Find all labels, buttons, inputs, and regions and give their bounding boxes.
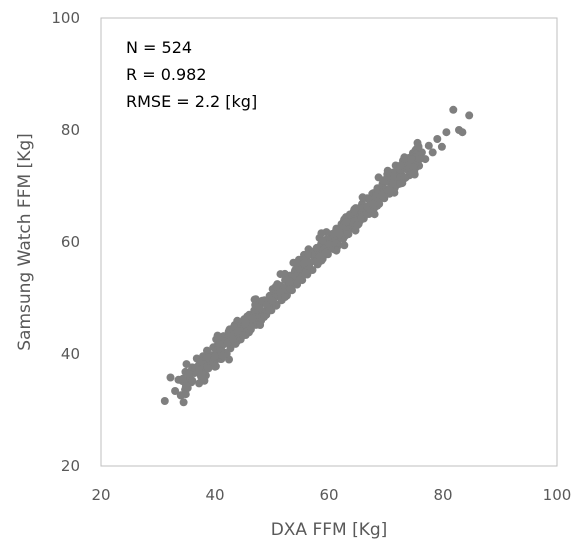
data-point bbox=[433, 135, 442, 143]
data-point bbox=[195, 379, 204, 388]
data-point bbox=[368, 199, 377, 208]
x-tick-label: 20 bbox=[91, 486, 110, 504]
data-point bbox=[241, 319, 250, 328]
data-point bbox=[179, 398, 188, 407]
stat-n: N = 524 bbox=[126, 38, 192, 57]
data-point bbox=[312, 243, 321, 252]
data-point bbox=[317, 229, 326, 238]
data-point bbox=[358, 193, 367, 202]
data-point bbox=[293, 259, 302, 268]
data-point bbox=[458, 128, 467, 137]
data-point bbox=[353, 221, 362, 230]
data-point bbox=[442, 128, 451, 137]
data-point bbox=[449, 105, 458, 114]
data-point bbox=[213, 331, 222, 340]
data-point bbox=[281, 293, 289, 301]
data-point bbox=[428, 148, 437, 157]
data-point bbox=[256, 321, 265, 329]
data-points bbox=[160, 105, 474, 407]
data-point bbox=[251, 300, 260, 309]
data-point bbox=[424, 141, 433, 150]
data-point bbox=[181, 382, 190, 391]
x-tick-label: 100 bbox=[543, 486, 572, 504]
data-point bbox=[414, 142, 423, 151]
data-point bbox=[321, 248, 330, 257]
data-point bbox=[280, 269, 289, 278]
data-point bbox=[370, 210, 379, 219]
data-point bbox=[300, 259, 309, 268]
data-point bbox=[166, 373, 175, 382]
data-point bbox=[409, 163, 418, 172]
data-point bbox=[228, 335, 237, 344]
data-point bbox=[211, 352, 220, 361]
data-point bbox=[265, 306, 274, 315]
data-point bbox=[260, 313, 269, 321]
data-point bbox=[273, 280, 282, 289]
data-point bbox=[332, 246, 341, 255]
data-point bbox=[437, 142, 446, 151]
data-point bbox=[286, 285, 295, 293]
data-point bbox=[379, 176, 388, 185]
data-point bbox=[350, 205, 359, 214]
x-tick-label: 60 bbox=[319, 486, 338, 504]
data-point bbox=[465, 111, 474, 120]
y-tick-label: 80 bbox=[61, 121, 80, 139]
x-tick-label: 80 bbox=[433, 486, 452, 504]
data-point bbox=[407, 155, 416, 164]
x-axis-ticks: 20 40 60 80 100 bbox=[91, 486, 571, 504]
data-point bbox=[340, 241, 349, 250]
data-point bbox=[383, 166, 392, 175]
data-point bbox=[195, 366, 203, 375]
data-point bbox=[268, 296, 277, 305]
data-point bbox=[171, 387, 180, 395]
data-point bbox=[233, 327, 242, 336]
data-point bbox=[377, 191, 386, 200]
data-point bbox=[398, 179, 407, 188]
data-point bbox=[410, 169, 419, 178]
y-tick-label: 60 bbox=[61, 233, 80, 251]
y-tick-label: 100 bbox=[51, 9, 80, 27]
data-point bbox=[324, 240, 333, 248]
data-point bbox=[396, 161, 405, 170]
y-axis-title: Samsung Watch FFM [Kg] bbox=[15, 133, 35, 351]
data-point bbox=[342, 218, 351, 227]
data-point bbox=[314, 258, 323, 267]
data-point bbox=[389, 179, 397, 188]
x-tick-label: 40 bbox=[205, 486, 224, 504]
x-axis-title: DXA FFM [Kg] bbox=[271, 520, 388, 540]
stat-r: R = 0.982 bbox=[126, 65, 207, 84]
data-point bbox=[335, 229, 344, 238]
y-tick-label: 20 bbox=[61, 457, 80, 475]
y-axis-ticks: 20 40 60 80 100 bbox=[51, 9, 80, 475]
data-point bbox=[160, 397, 169, 405]
data-point bbox=[248, 314, 257, 323]
data-point bbox=[204, 364, 213, 373]
data-point bbox=[285, 278, 294, 287]
data-point bbox=[218, 351, 227, 360]
y-tick-label: 40 bbox=[61, 345, 80, 363]
data-point bbox=[188, 376, 197, 385]
data-point bbox=[357, 214, 365, 223]
data-point bbox=[211, 362, 219, 371]
data-point bbox=[318, 236, 327, 245]
data-point bbox=[178, 374, 187, 383]
data-point bbox=[385, 186, 394, 195]
data-point bbox=[415, 155, 424, 163]
stat-rmse: RMSE = 2.2 [kg] bbox=[126, 92, 257, 111]
data-point bbox=[295, 275, 304, 284]
